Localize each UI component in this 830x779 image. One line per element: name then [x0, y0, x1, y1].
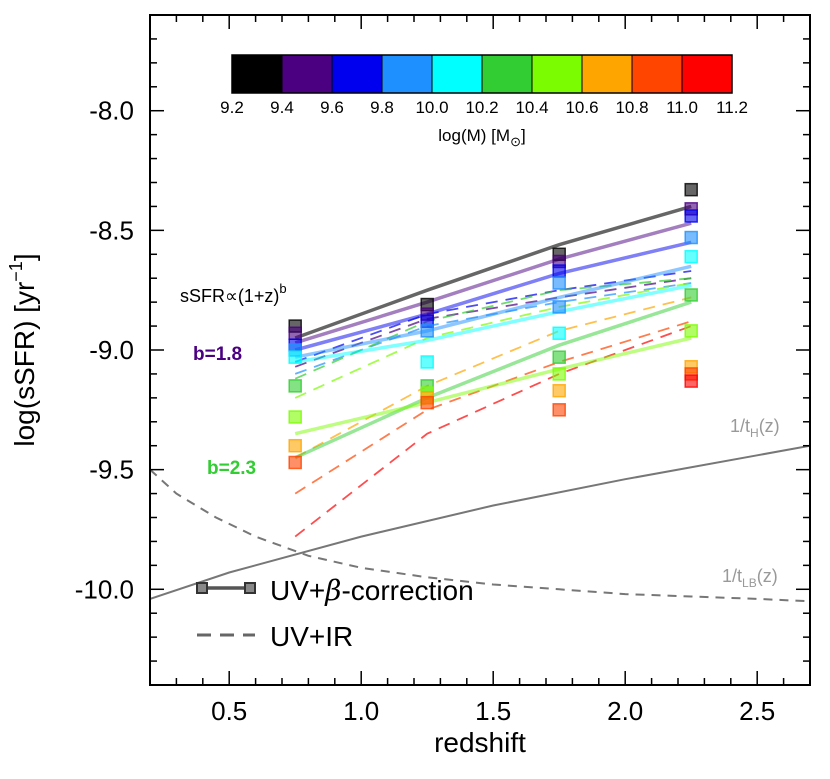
data-point [288, 326, 302, 340]
model-curves [150, 444, 810, 603]
colorbar-swatch [632, 55, 682, 93]
data-point [420, 324, 434, 338]
uv-beta-line [294, 300, 692, 460]
legend-marker-left [196, 582, 208, 594]
uv-beta-line [294, 204, 692, 340]
colorbar-tick-label: 10.6 [565, 98, 598, 117]
colorbar-tick-label: 9.4 [270, 98, 294, 117]
legend: UV+β-correction UV+IR [196, 574, 474, 652]
data-point [288, 410, 302, 424]
uv-beta-line [294, 221, 692, 345]
colorbar-tick-label: 9.8 [370, 98, 394, 117]
data-point [552, 367, 566, 381]
data-point [552, 326, 566, 340]
data-point [288, 379, 302, 393]
uv-ir-line [294, 282, 692, 399]
legend-marker-right [244, 582, 256, 594]
legend-label-uv-ir: UV+IR [270, 621, 353, 652]
data-point [552, 264, 566, 278]
uv-beta-line [294, 283, 692, 364]
colorbar-tick-label: 10.2 [465, 98, 498, 117]
data-point [420, 355, 434, 369]
colorbar-frame [231, 54, 733, 94]
colorbar-swatch [382, 55, 432, 93]
data-point [684, 230, 698, 245]
uv-ir-line [294, 296, 692, 459]
colorbar-tick-label: 9.2 [220, 98, 244, 117]
y-axis-title: log(sSFR) [yr−1] [6, 253, 40, 446]
data-point [288, 350, 302, 364]
data-points [288, 182, 698, 470]
uv-beta-lines [294, 204, 692, 460]
data-point [684, 249, 698, 264]
x-tick-label: 2.0 [607, 696, 643, 726]
data-point [684, 209, 698, 223]
colorbar-swatch [332, 55, 382, 93]
y-tick-label: -8.0 [89, 96, 134, 126]
y-tick-label: -9.5 [89, 455, 134, 485]
x-tick-label: 1.0 [343, 696, 379, 726]
b-1-8-label: b=1.8 [193, 344, 242, 365]
colorbar-tick-label: 10.0 [415, 98, 448, 117]
y-tick-label: -8.5 [89, 215, 134, 245]
relation-label: sSFR∝(1+z)b [180, 281, 287, 306]
tLB-label: 1/tLB(z) [722, 566, 778, 590]
curve-tLB [150, 468, 810, 603]
x-axis-title: redshift [434, 727, 526, 758]
data-point [684, 288, 698, 302]
b-2-3-label: b=2.3 [207, 458, 256, 479]
x-tick-label: 1.5 [475, 696, 511, 726]
x-tick-label: 0.5 [211, 696, 247, 726]
data-point [552, 276, 566, 290]
data-point [552, 350, 566, 364]
y-tick-label: -10.0 [75, 574, 134, 604]
colorbar-swatch [682, 55, 732, 93]
data-point [288, 455, 302, 470]
colorbar-tick-label: 11.2 [716, 98, 748, 117]
colorbar-swatch [582, 55, 632, 93]
curve-tH [150, 444, 810, 600]
uv-ir-line [294, 325, 692, 538]
colorbar-swatch [532, 55, 582, 93]
data-point [420, 395, 434, 410]
colorbar-swatch [482, 55, 532, 93]
axis-ticks: 0.5 1.0 1.5 2.0 2.5 -8.0 -8.5 -9.0 -9.5 -10.0 [75, 15, 811, 726]
colorbar-tick-label: 10.8 [615, 98, 648, 117]
data-point [684, 374, 698, 388]
colorbar-swatch [232, 55, 282, 93]
data-point [552, 300, 566, 314]
data-point [684, 182, 698, 197]
data-point [552, 383, 566, 398]
colorbar-title: log(M) [M⊙] [438, 126, 525, 149]
colorbar-swatch [432, 55, 482, 93]
data-point [288, 438, 302, 453]
x-tick-label: 2.5 [739, 696, 775, 726]
uv-beta-line [294, 240, 692, 352]
colorbar-tick-label: 9.6 [320, 98, 344, 117]
legend-label-uv-beta: UV+β-correction [270, 574, 474, 607]
colorbar-tick-label: 10.4 [515, 98, 548, 117]
colorbar-tick-label: 11.0 [666, 98, 698, 117]
uv-ir-lines [294, 270, 692, 538]
data-point [684, 324, 698, 338]
colorbar-swatch [282, 55, 332, 93]
mass-colorbar: 9.2 9.4 9.6 9.8 10.0 10.2 10.4 10.6 10.8 11.0 11.2 [220, 54, 748, 117]
tH-label: 1/tH(z) [730, 416, 780, 440]
uv-beta-line [294, 264, 692, 359]
uv-beta-line [294, 336, 692, 436]
data-point [552, 403, 566, 417]
y-tick-label: -9.0 [89, 335, 134, 365]
